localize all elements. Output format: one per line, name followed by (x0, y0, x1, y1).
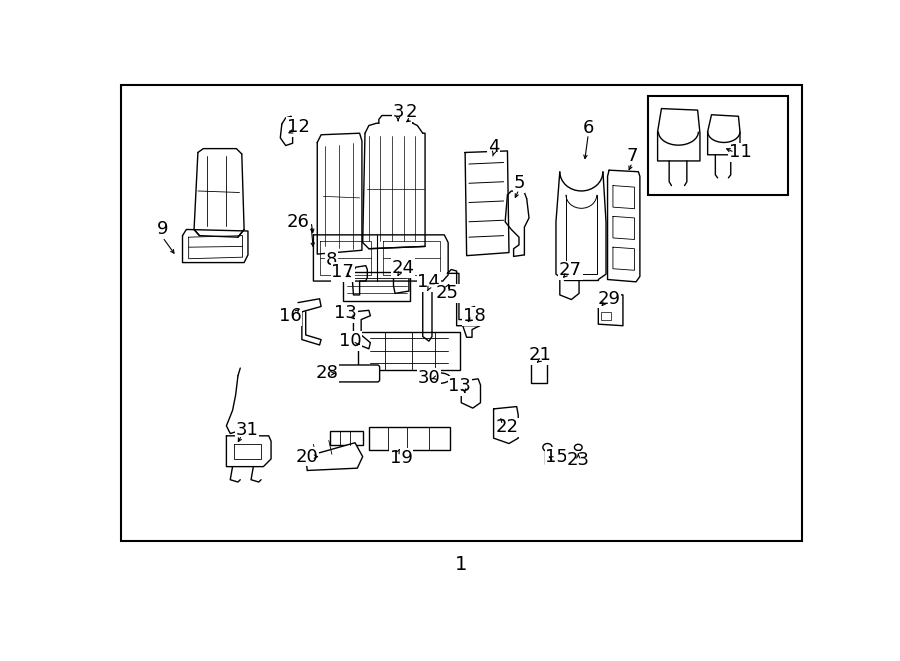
Text: 14: 14 (418, 273, 440, 291)
Text: 6: 6 (582, 119, 594, 137)
Text: 21: 21 (528, 346, 551, 364)
Bar (369, 428, 450, 450)
Text: 9: 9 (157, 221, 168, 239)
FancyBboxPatch shape (333, 365, 380, 382)
Text: 28: 28 (316, 364, 338, 383)
Bar (601, 299, 610, 307)
Text: 4: 4 (488, 138, 500, 156)
Text: 1: 1 (455, 555, 467, 574)
Text: 30: 30 (418, 369, 440, 387)
Bar (358, 332, 460, 370)
Text: 5: 5 (513, 175, 525, 192)
Bar (530, 360, 547, 383)
Bar (601, 312, 610, 319)
Text: 2: 2 (405, 103, 417, 122)
Text: 8: 8 (326, 251, 338, 269)
Bar (121, 85, 802, 541)
Text: 11: 11 (729, 143, 751, 161)
Text: 31: 31 (236, 420, 258, 439)
Text: 17: 17 (331, 263, 354, 281)
Text: 13: 13 (448, 377, 471, 395)
Text: 15: 15 (545, 447, 568, 465)
Text: 23: 23 (567, 451, 590, 469)
Text: 7: 7 (626, 147, 638, 165)
Text: 16: 16 (279, 307, 302, 325)
Bar (343, 272, 410, 301)
Text: 29: 29 (598, 290, 621, 308)
Text: 13: 13 (334, 305, 357, 323)
Text: 10: 10 (339, 332, 362, 350)
Bar (330, 431, 363, 445)
Bar (648, 97, 788, 195)
Text: 20: 20 (296, 447, 319, 465)
Text: 25: 25 (436, 284, 459, 302)
Ellipse shape (426, 373, 451, 383)
Text: 3: 3 (392, 102, 404, 121)
Text: 19: 19 (390, 449, 412, 467)
Text: 9: 9 (157, 221, 168, 239)
Text: 26: 26 (286, 213, 310, 231)
Text: 18: 18 (463, 307, 486, 325)
Polygon shape (306, 443, 363, 471)
Text: 24: 24 (392, 259, 414, 277)
Text: 22: 22 (496, 418, 519, 436)
Text: 12: 12 (286, 118, 310, 136)
Text: 27: 27 (559, 261, 582, 280)
